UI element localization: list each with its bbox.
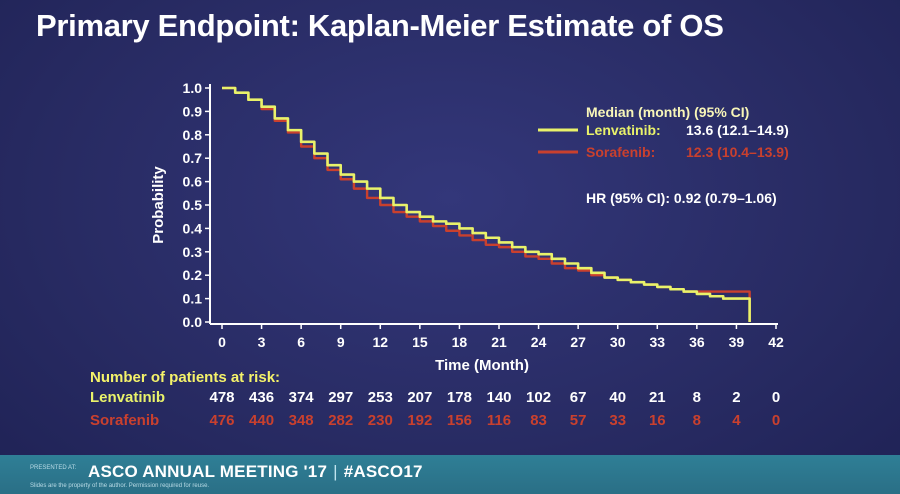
y-tick-label: 0.2: [183, 267, 203, 283]
y-tick-label: 0.5: [183, 197, 203, 213]
x-tick-label: 6: [297, 334, 305, 350]
x-tick-label: 33: [649, 334, 665, 350]
footer-presented-label: PRESENTED AT:: [30, 465, 77, 471]
x-tick-label: 0: [218, 334, 226, 350]
risk-cell: 178: [446, 389, 472, 406]
x-tick-label: 27: [570, 334, 586, 350]
risk-cell: 67: [569, 389, 587, 406]
risk-cell: 2: [732, 389, 741, 406]
y-tick-label: 0.9: [183, 103, 203, 119]
risk-cell: 253: [367, 389, 393, 406]
y-tick-label: 0.3: [183, 244, 203, 260]
y-axis-label: Probability: [150, 166, 167, 244]
footer-disclaimer: Slides are the property of the author. P…: [30, 483, 210, 489]
risk-cell: 83: [530, 412, 547, 429]
x-tick-label: 36: [689, 334, 705, 350]
risk-cell: 282: [328, 412, 354, 429]
risk-cell: 8: [692, 412, 702, 429]
risk-cell: 0: [771, 389, 781, 406]
risk-cell: 374: [288, 389, 314, 406]
series-line-lenvatinib: [222, 86, 751, 322]
y-tick-label: 0.4: [183, 220, 203, 236]
y-tick-label: 0.0: [183, 314, 203, 330]
x-tick-label: 42: [768, 334, 784, 350]
hazard-ratio-text: HR (95% CI): 0.92 (0.79–1.06): [586, 190, 777, 206]
risk-table-title: Number of patients at risk:: [90, 369, 281, 386]
risk-cell: 33: [609, 412, 627, 429]
risk-cell: 436: [249, 389, 275, 406]
x-tick-label: 3: [258, 334, 266, 350]
footer-hashtag: #ASCO17: [343, 462, 423, 481]
legend-median-sorafenib: 12.3 (10.4–13.9): [686, 144, 789, 160]
risk-cell: 116: [486, 412, 512, 429]
risk-cell: 230: [367, 412, 393, 429]
risk-row-label-sorafenib: Sorafenib: [90, 412, 160, 429]
risk-cell: 192: [407, 412, 433, 429]
x-tick-label: 9: [337, 334, 345, 350]
y-tick-label: 0.6: [183, 174, 203, 190]
footer-meeting-text: ASCO ANNUAL MEETING '17 | #ASCO17: [88, 462, 423, 482]
x-tick-label: 39: [729, 334, 745, 350]
x-tick-label: 18: [452, 334, 468, 350]
y-tick-label: 0.8: [183, 127, 203, 143]
y-tick-label: 0.7: [183, 150, 203, 166]
risk-cell: 440: [249, 412, 275, 429]
risk-cell: 207: [407, 389, 433, 406]
footer-separator: |: [333, 462, 338, 481]
legend-name-sorafenib: Sorafenib:: [586, 144, 655, 160]
x-tick-label: 30: [610, 334, 626, 350]
risk-cell: 140: [486, 389, 512, 406]
risk-cell: 4: [732, 412, 741, 429]
risk-cell: 0: [771, 412, 781, 429]
x-tick-label: 21: [491, 334, 507, 350]
risk-cell: 21: [648, 389, 666, 406]
x-tick-label: 15: [412, 334, 428, 350]
risk-cell: 57: [569, 412, 587, 429]
risk-cell: 476: [209, 412, 235, 429]
x-tick-label: 24: [531, 334, 547, 350]
slide-title: Primary Endpoint: Kaplan-Meier Estimate …: [36, 8, 724, 43]
legend-name-lenvatinib: Lenvatinib:: [586, 122, 661, 138]
y-tick-label: 1.0: [183, 80, 203, 96]
risk-row-label-lenvatinib: Lenvatinib: [90, 389, 166, 406]
legend-heading: Median (month) (95% CI): [586, 104, 749, 120]
legend-median-lenvatinib: 13.6 (12.1–14.9): [686, 122, 789, 138]
footer-bar: PRESENTED AT: ASCO ANNUAL MEETING '17 | #A…: [0, 455, 900, 494]
risk-cell: 102: [526, 389, 552, 406]
risk-cell: 478: [209, 389, 235, 406]
risk-cell: 8: [692, 389, 702, 406]
risk-cell: 40: [609, 389, 627, 406]
x-axis-label: Time (Month): [435, 357, 529, 374]
x-tick-label: 12: [372, 334, 388, 350]
risk-cell: 16: [648, 412, 666, 429]
y-tick-label: 0.1: [183, 291, 203, 307]
risk-cell: 297: [328, 389, 354, 406]
footer-meeting-name: ASCO ANNUAL MEETING '17: [88, 462, 328, 481]
risk-cell: 156: [446, 412, 472, 429]
risk-cell: 348: [288, 412, 314, 429]
km-chart: 0.00.10.20.30.40.50.60.70.80.91.00 3 6 9 12 1…: [150, 80, 789, 374]
